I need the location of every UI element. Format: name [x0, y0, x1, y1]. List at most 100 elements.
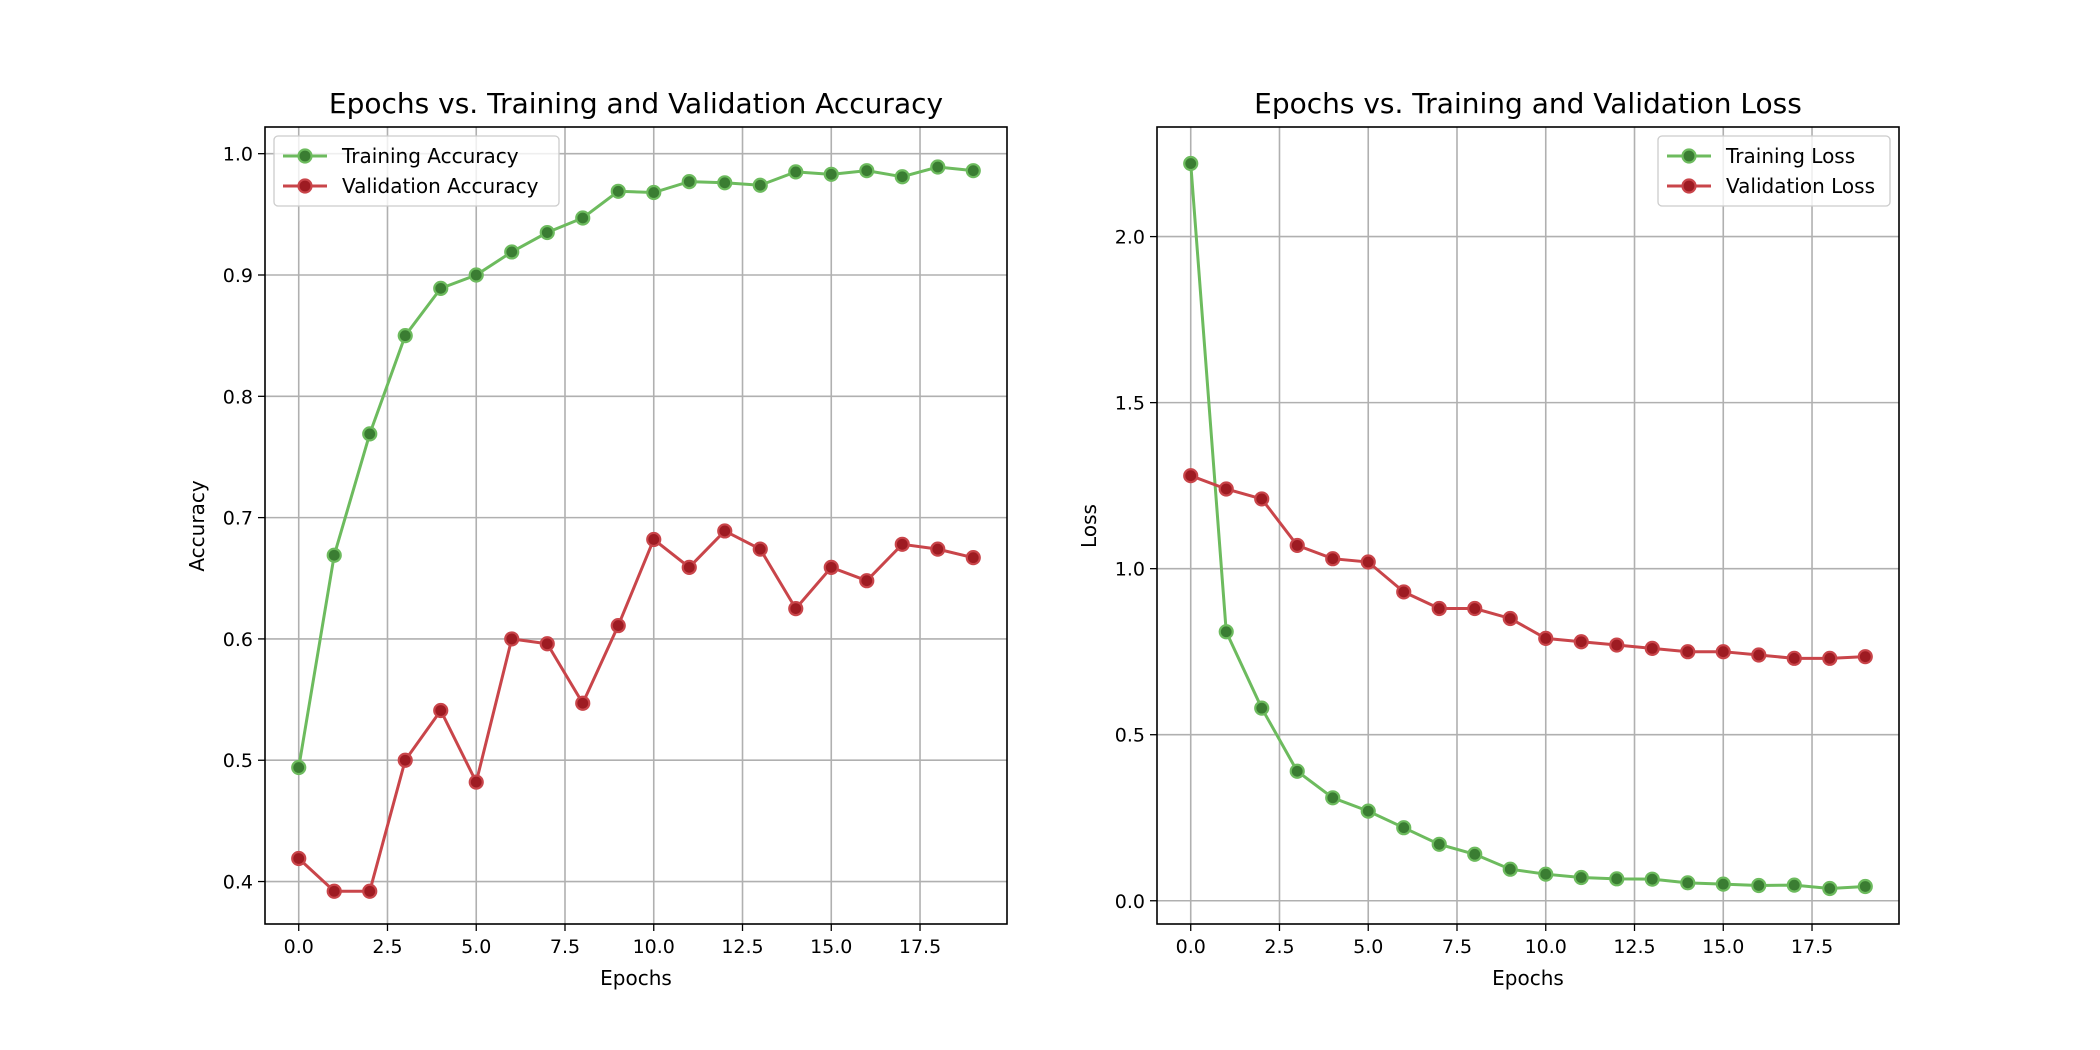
loss-chart-data-point: [1573, 634, 1589, 650]
loss-chart-y-tick-label: 2.0: [1115, 227, 1145, 249]
loss-chart-title: Epochs vs. Training and Validation Loss: [1254, 87, 1802, 120]
loss-chart-data-point: [1360, 803, 1376, 819]
loss-chart-series-validation: [1183, 468, 1873, 666]
loss-chart-data-point: [1644, 640, 1660, 656]
loss-chart-legend-box: [1657, 135, 1891, 207]
accuracy-chart-data-point: [468, 267, 484, 283]
accuracy-chart-data-point: [504, 631, 520, 647]
loss-chart-data-point: [1325, 790, 1341, 806]
accuracy-chart-x-tick-label: 0.0: [284, 936, 314, 958]
loss-chart-xlabel: Epochs: [1492, 966, 1564, 990]
accuracy-chart-data-point: [575, 695, 591, 711]
loss-chart-data-point: [1360, 554, 1376, 570]
accuracy-chart-data-point: [681, 173, 697, 190]
loss-chart-data-point: [1183, 155, 1199, 172]
accuracy-chart-y-tick-label: 0.4: [223, 872, 253, 894]
loss-chart-data-point: [1289, 763, 1305, 779]
accuracy-chart-frame: [264, 126, 1008, 925]
accuracy-chart-data-point: [717, 175, 733, 191]
accuracy-chart-y-tick-label: 0.6: [223, 629, 253, 651]
accuracy-chart-data-point: [575, 210, 591, 226]
accuracy-chart-legend-box: [273, 135, 560, 207]
accuracy-chart-series-validation: [291, 523, 981, 899]
loss-chart-data-point: [1254, 700, 1270, 716]
accuracy-chart-y-tick-label: 1.0: [223, 144, 253, 166]
loss-chart-x-tick-label: 2.5: [1264, 936, 1294, 958]
accuracy-chart-data-point: [965, 550, 981, 566]
accuracy-chart-data-point: [823, 559, 839, 575]
accuracy-chart-x-tick-label: 10.0: [633, 936, 675, 958]
loss-chart-legend-marker: [1681, 148, 1697, 164]
loss-chart-data-point: [1218, 481, 1234, 497]
loss-chart-x-tick-label: 10.0: [1525, 936, 1567, 958]
accuracy-chart-grid: [265, 127, 1007, 924]
accuracy-chart-y-tick-label: 0.9: [223, 265, 253, 287]
loss-chart-y-tick-label: 1.5: [1115, 393, 1145, 415]
loss-chart-x-tick-label: 7.5: [1442, 936, 1472, 958]
accuracy-chart-data-point: [539, 224, 555, 241]
accuracy-chart-x-tick-label: 15.0: [810, 936, 852, 958]
accuracy-chart-legend-label: Training Accuracy: [341, 144, 519, 168]
accuracy-chart-data-point: [539, 636, 555, 652]
loss-chart-data-point: [1786, 650, 1802, 666]
accuracy-chart-data-point: [752, 541, 768, 557]
accuracy-chart-data-point: [717, 523, 733, 539]
loss-chart: Epochs vs. Training and Validation Loss …: [1077, 87, 1900, 990]
loss-chart-ylabel: Loss: [1077, 504, 1101, 548]
accuracy-chart-ylabel: Accuracy: [185, 480, 209, 571]
accuracy-chart-legend-marker: [297, 178, 313, 194]
accuracy-chart-data-point: [788, 600, 804, 617]
accuracy-chart-x-tick-label: 17.5: [899, 936, 941, 958]
accuracy-chart-data-point: [433, 702, 449, 719]
loss-chart-legend-marker: [1681, 178, 1697, 194]
loss-chart-legend-label: Training Loss: [1725, 144, 1855, 168]
accuracy-chart-data-point: [610, 617, 626, 634]
loss-chart-data-point: [1857, 878, 1873, 895]
loss-chart-grid: [1157, 127, 1899, 924]
accuracy-chart-data-point: [646, 531, 662, 548]
accuracy-chart-series-line: [297, 165, 974, 768]
loss-chart-series-training: [1183, 155, 1873, 897]
loss-chart-data-point: [1538, 866, 1554, 882]
accuracy-chart-data-point: [788, 164, 804, 180]
loss-chart-data-point: [1822, 880, 1838, 897]
accuracy-chart-data-point: [894, 536, 910, 552]
accuracy-chart-x-tick-label: 12.5: [721, 936, 763, 958]
accuracy-chart-y-tick-label: 0.5: [223, 750, 253, 772]
loss-chart-data-point: [1609, 871, 1625, 887]
loss-chart-data-point: [1609, 637, 1625, 653]
accuracy-chart-legend-label: Validation Accuracy: [342, 174, 539, 198]
loss-chart-x-tick-label: 5.0: [1353, 936, 1383, 958]
loss-chart-data-point: [1396, 820, 1412, 836]
loss-chart-y-tick-label: 0.0: [1115, 891, 1145, 913]
loss-chart-data-point: [1715, 644, 1731, 660]
loss-chart-x-tick-label: 12.5: [1613, 936, 1655, 958]
loss-chart-data-point: [1822, 650, 1838, 666]
accuracy-chart-data-point: [504, 244, 520, 260]
accuracy-chart-data-point: [610, 183, 626, 199]
accuracy-chart-title: Epochs vs. Training and Validation Accur…: [329, 87, 943, 120]
accuracy-chart-data-point: [823, 166, 839, 182]
accuracy-chart-data-point: [397, 752, 413, 768]
loss-chart-data-point: [1467, 600, 1483, 617]
loss-chart-data-point: [1396, 584, 1412, 600]
accuracy-chart-data-point: [326, 883, 342, 899]
loss-chart-x-tick-label: 0.0: [1176, 936, 1206, 958]
accuracy-chart-data-point: [291, 850, 307, 867]
accuracy-chart-y-tick-label: 0.7: [223, 508, 253, 530]
loss-chart-data-point: [1644, 871, 1660, 887]
accuracy-chart-data-point: [397, 328, 413, 344]
loss-chart-data-point: [1715, 876, 1731, 892]
accuracy-chart-xlabel: Epochs: [600, 966, 672, 990]
loss-chart-frame: [1156, 126, 1900, 925]
accuracy-chart-data-point: [752, 177, 768, 193]
accuracy-chart-legend-marker: [297, 148, 313, 164]
accuracy-chart-data-point: [646, 184, 662, 201]
loss-chart-legend: Training Loss Validation Loss: [1657, 135, 1891, 207]
accuracy-chart-x-tick-label: 7.5: [550, 936, 580, 958]
loss-chart-series-line: [1190, 474, 1866, 660]
accuracy-chart-data-point: [326, 547, 342, 563]
loss-chart-data-point: [1857, 649, 1873, 665]
accuracy-chart-legend: Training Accuracy Validation Accuracy: [273, 135, 560, 207]
accuracy-chart-y-tick-label: 0.8: [223, 386, 253, 408]
